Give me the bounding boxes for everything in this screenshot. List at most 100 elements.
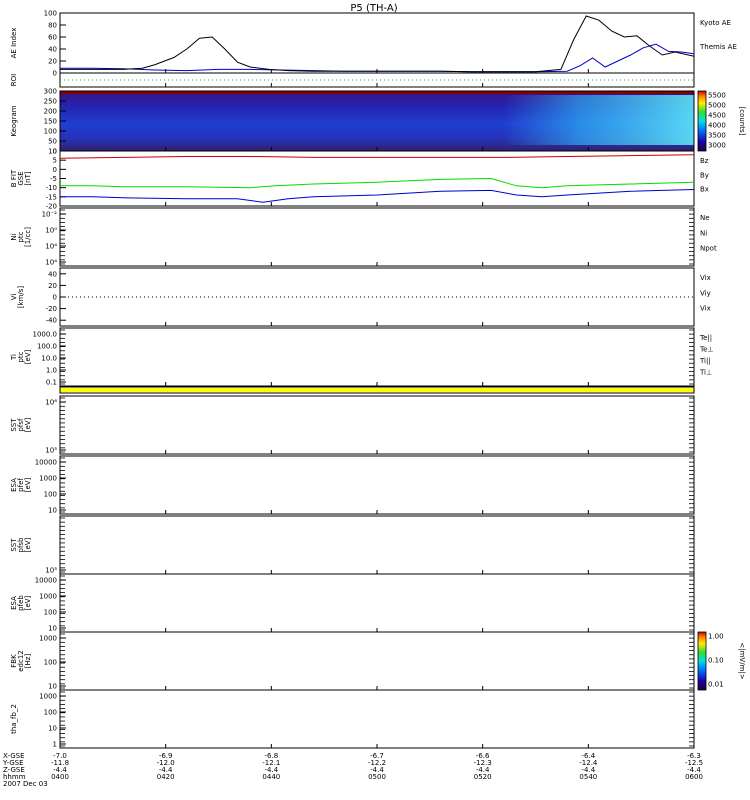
y-tick-label: -15 (46, 193, 57, 201)
colorbar-fbk: 0.01 0.10 1.00 <|mV/m|> (697, 631, 746, 691)
y-axis-label: [eV] (24, 349, 32, 364)
legend-viy: Viy (700, 289, 711, 297)
legend-ni: Ni (700, 229, 707, 237)
series-kyoto-ae (60, 43, 695, 73)
y-tick-label: 100 (44, 609, 57, 617)
colorbar (697, 90, 707, 152)
x-tick-label-y: -12.1 (262, 759, 280, 767)
x-tick-label-t: 0540 (579, 773, 597, 781)
x-tick-label-y: -12.3 (474, 759, 492, 767)
series-themis-ae (60, 15, 695, 73)
colorbar-tick-label: 4000 (708, 122, 726, 130)
x-tick-label-z: -4.4 (476, 766, 490, 774)
legend-bx: Bx (700, 186, 709, 194)
y-tick-label: 50 (48, 138, 57, 146)
y-tick-label: 10⁵ (45, 567, 57, 575)
y-tick-label: -20 (46, 203, 57, 211)
panel-ti: 0.1 1.0 10.0 100.0 1000.0 Ti ptc [eV] Te|| Te⊥ Ti|… (10, 327, 714, 387)
y-tick-label: 10⁻² (42, 211, 58, 219)
y-axis-label: [Hz] (24, 654, 32, 669)
x-tick-label-y: -11.8 (51, 759, 69, 767)
x-tick-label-z: -4.4 (370, 766, 384, 774)
y-tick-label: -20 (46, 305, 57, 313)
series-bz (59, 154, 695, 159)
panel-frame (59, 207, 695, 267)
legend-by: By (700, 171, 709, 179)
y-tick-label: 100.0 (37, 343, 57, 351)
y-axis-label: GSE (17, 171, 25, 185)
y-axis-label: [1/cc] (24, 227, 32, 247)
x-row-label: Y-GSE (2, 759, 24, 767)
y-axis-label: pfeb (17, 595, 25, 611)
y-axis-label: Keogram (10, 105, 18, 136)
y-tick-label: 0 (53, 166, 57, 174)
x-tick-label-t: 0600 (685, 773, 703, 781)
colorbar-label: <|mV/m|> (738, 642, 746, 679)
x-tick-label-x: -6.9 (159, 752, 173, 760)
x-tick-label-x: -6.7 (370, 752, 384, 760)
x-tick-label-z: -4.4 (159, 766, 173, 774)
panel-frame (59, 12, 695, 74)
panel-fb2: 1 10 100 1000 tha_fb_2 (10, 689, 695, 749)
y-tick-label: 1000 (39, 475, 57, 483)
x-tick-label-t: 0440 (262, 773, 280, 781)
x-row-label: X-GSE (3, 752, 25, 760)
y-axis-label: B FIT (10, 169, 18, 187)
legend-vix: Vix (700, 274, 711, 282)
y-axis-label: FBK (10, 654, 18, 668)
y-axis-label: [eV] (24, 477, 32, 492)
y-tick-label: 250 (44, 98, 57, 106)
y-axis-label: [km/s] (17, 286, 25, 309)
y-tick-label: 1000 (39, 693, 57, 701)
y-tick-label: 0 (53, 294, 57, 302)
y-tick-label: 100 (44, 10, 57, 18)
y-axis-label: [nT] (24, 171, 32, 185)
x-tick-label-t: 0500 (368, 773, 386, 781)
y-axis-label: [eV] (24, 417, 32, 432)
y-tick-label: 10⁶ (45, 399, 57, 407)
y-tick-label: 10 (48, 725, 57, 733)
y-tick-label: 60 (48, 34, 57, 42)
colorbar-tick-label: 3000 (708, 142, 726, 150)
legend-ti-: Ti|| (699, 357, 711, 365)
chart-title: P5 (TH-A) (350, 3, 397, 14)
y-axis-label: tha_fb_2 (10, 704, 18, 734)
x-tick-label-x: -6.4 (581, 752, 595, 760)
y-tick-label: 1000.0 (33, 331, 58, 339)
panel-sst1: 10⁵ 10⁶ SST pfsf [eV] (10, 395, 695, 455)
x-tick-label-z: -4.4 (53, 766, 67, 774)
legend-te-: Te⊥ (699, 346, 714, 354)
keogram-aurora-glow (60, 95, 694, 145)
y-tick-label: 1000 (39, 635, 57, 643)
x-tick-label-x: -7.0 (53, 752, 67, 760)
panel-roi: ROI (10, 72, 695, 88)
colorbar-tick-label: 0.01 (708, 681, 724, 689)
colorbar-tick-label: 4500 (708, 112, 726, 120)
colorbar-tick-label: 0.10 (708, 657, 724, 665)
y-axis-label: ptc (17, 231, 25, 242)
y-tick-label: 100 (44, 709, 57, 717)
y-axis-label: SST (10, 418, 18, 432)
y-axis-label: pfef (17, 478, 25, 492)
y-tick-label: -5 (50, 175, 57, 183)
panel-frame (59, 455, 695, 515)
y-tick-label: 10 (48, 683, 57, 691)
y-tick-label: 200 (44, 108, 57, 116)
y-tick-label: 100 (44, 128, 57, 136)
x-tick-label-x: -6.8 (264, 752, 278, 760)
x-tick-label-z: -4.4 (687, 766, 701, 774)
y-axis-label: AE Index (10, 28, 18, 59)
x-row-label: Z-GSE (3, 766, 25, 774)
y-tick-label: -10 (46, 184, 57, 192)
y-tick-label: 10 (48, 507, 57, 515)
y-tick-label: 0 (53, 148, 57, 156)
y-tick-label: 10.0 (41, 355, 57, 363)
colorbar (697, 631, 707, 691)
panel-frame (59, 689, 695, 749)
y-axis-label: pfsb (17, 537, 25, 553)
y-axis-label: [eV] (24, 537, 32, 552)
legend-kyoto-ae: Kyoto AE (700, 19, 731, 27)
y-tick-label: 0 (53, 70, 57, 78)
